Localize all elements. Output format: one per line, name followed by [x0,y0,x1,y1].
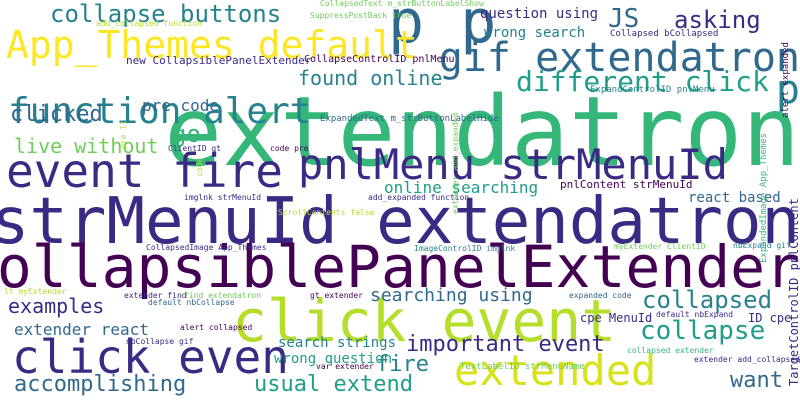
word: code [195,157,204,177]
word: search strings [278,335,397,351]
word: wrong search [484,25,586,41]
word: App_Themes default [6,23,418,67]
word: extender react [14,320,149,339]
word: CollapseControlID pnlMenu [304,54,455,65]
word: gif extendatron [438,35,800,81]
word: var extender [316,362,374,371]
word: ImageControlID imglnk [414,244,516,253]
word: CollapsiblePanelExtender [0,233,800,301]
word: extended [454,346,657,395]
word: extender add_expanded [451,112,460,214]
word: react based [688,190,781,206]
word: alert expanded [781,42,791,118]
word: CollapsedText m_strButtonLabelShow [320,0,484,8]
word: fire [376,352,429,377]
word: ExpandedText m_strButtonLabelHide [320,114,499,124]
word: asking [674,6,761,34]
word: p p [388,0,497,57]
word: strMenuId extendatron [0,185,800,259]
word: searching using [370,285,533,306]
word: pre lt [119,120,128,149]
word: default nbExpand [656,310,734,319]
word: click even [12,330,289,384]
word: important event [406,332,605,357]
word: imglnk strMenuId [184,193,262,202]
word: lt myExtender [4,287,67,296]
word: add_expanded function [368,193,470,202]
word: question using [480,6,599,22]
word: SuppressPostBack true [310,11,412,20]
word: function alert [8,91,312,132]
word: alert collapsed [180,323,253,332]
word: default nbCollapse [148,298,235,307]
word: ExpandControlID pnlMenu [590,85,715,95]
word: ClientID gt [168,144,221,153]
word: p [775,67,800,113]
word: code pre [270,144,309,153]
word: collapsed [642,286,773,314]
word: myExtender ClientID [614,242,706,251]
word: ID cpe [748,311,792,325]
word: nbCollapse gif [126,337,194,346]
word: found online [298,66,443,90]
word: nbExpand gif [733,241,791,250]
word: live without [14,134,159,158]
word: pnlMenu strMenuId [298,140,728,189]
word: CollapsedImage App_Themes [146,243,267,252]
word: ScrollContents false [278,208,375,217]
word: extendatron [164,76,800,188]
word: go [172,120,201,148]
word: TargetControlID pnlContent [787,198,800,386]
word: gt extender [310,291,363,300]
word: different click [516,65,769,98]
word: pre code [142,96,220,115]
word: add_collapsed function [96,19,202,28]
word: TextLabelID strMenuName [460,362,585,372]
word: extender find [124,291,187,300]
word: expanded code [569,291,632,300]
word: clicked [10,102,103,127]
word: ExpandedImage App_Themes [759,132,769,263]
word: wrong question [274,351,393,367]
word: Collapsed bCollapsed [610,29,719,39]
word: new CollapsiblePanelExtender [126,54,312,67]
word: find extendatron [184,291,262,300]
word: collapse buttons [50,0,282,28]
word: examples [8,294,105,318]
word: extender add_collapsed [694,355,800,364]
word: pnlContent strMenuId [560,178,693,191]
word: JS [608,4,640,34]
word: collapsed extender [627,346,714,355]
word: usual extend [254,372,413,397]
word: click event [232,287,617,355]
word: want [730,368,783,393]
word: collapse [640,316,766,346]
word: cpe MenuId [580,311,653,325]
word: accomplishing [14,372,187,397]
word: online searching [384,178,539,197]
word: event fire [6,144,283,198]
